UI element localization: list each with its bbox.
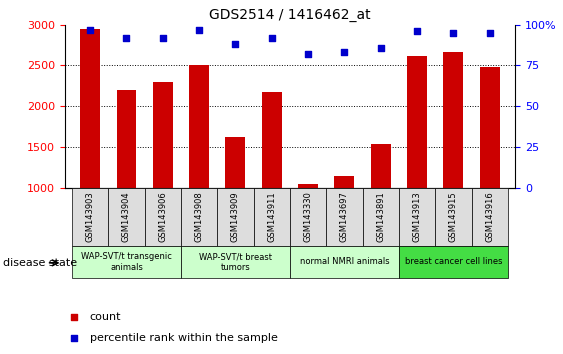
Bar [153,82,173,188]
Point [485,30,494,36]
Point [303,51,312,57]
Bar [217,188,253,246]
Bar [80,29,100,188]
Bar [435,188,472,246]
Text: count: count [90,312,121,322]
Bar [117,90,136,188]
Point [231,41,240,47]
Bar [145,188,181,246]
Bar [399,188,435,246]
Bar [72,188,108,246]
Text: GSM143903: GSM143903 [86,192,95,242]
Text: WAP-SVT/t transgenic
animals: WAP-SVT/t transgenic animals [81,252,172,272]
Point [267,35,276,41]
Bar [327,188,363,246]
Text: GSM143915: GSM143915 [449,192,458,242]
Text: GSM143916: GSM143916 [485,192,494,242]
Bar [225,137,245,188]
Text: GSM143909: GSM143909 [231,192,240,242]
Bar [334,176,355,188]
Text: GSM143904: GSM143904 [122,192,131,242]
Bar [108,188,145,246]
Title: GDS2514 / 1416462_at: GDS2514 / 1416462_at [209,8,371,22]
Point [69,335,78,341]
Text: GSM143891: GSM143891 [376,192,385,242]
Point [69,314,78,320]
Point [86,27,95,33]
Bar [253,188,290,246]
Bar [399,246,508,278]
Text: GSM143697: GSM143697 [340,192,349,242]
Point [376,45,385,50]
Bar [480,67,500,188]
Point [122,35,131,41]
Bar [363,188,399,246]
Bar [290,246,399,278]
Point [158,35,167,41]
Bar [189,65,209,188]
Text: GSM143913: GSM143913 [413,192,422,242]
Text: normal NMRI animals: normal NMRI animals [300,257,389,267]
Text: percentile rank within the sample: percentile rank within the sample [90,332,278,343]
Bar [407,56,427,188]
Text: GSM143906: GSM143906 [158,192,167,242]
Text: GSM143908: GSM143908 [195,192,204,242]
Bar [72,246,181,278]
Text: breast cancer cell lines: breast cancer cell lines [405,257,502,267]
Text: GSM143911: GSM143911 [267,192,276,242]
Point [195,27,204,33]
Bar [472,188,508,246]
Bar [262,92,282,188]
Bar [298,183,318,188]
Text: GSM143330: GSM143330 [303,192,312,242]
Point [449,30,458,36]
Bar [444,52,463,188]
Point [413,28,422,34]
Text: disease state: disease state [3,258,77,268]
Text: WAP-SVT/t breast
tumors: WAP-SVT/t breast tumors [199,252,272,272]
Bar [371,144,391,188]
Bar [181,246,290,278]
Bar [290,188,327,246]
Point [340,50,349,55]
Bar [181,188,217,246]
